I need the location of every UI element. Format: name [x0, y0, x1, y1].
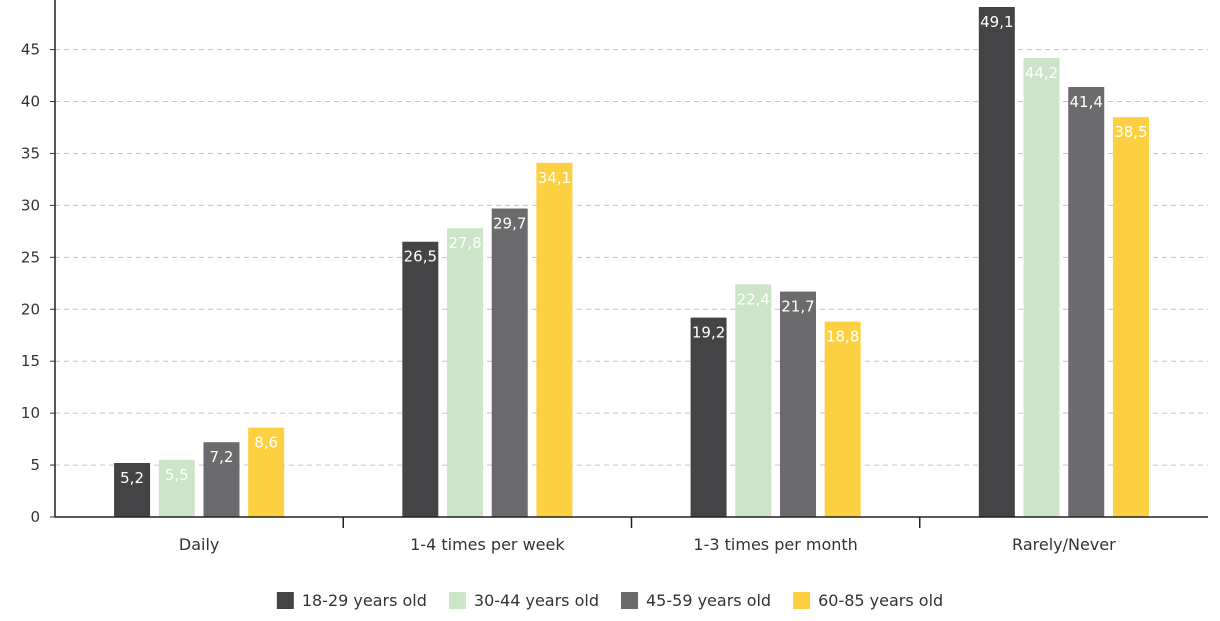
bar — [114, 462, 151, 517]
bar — [491, 208, 528, 517]
category-label: 1-3 times per month — [693, 535, 857, 554]
data-label: 18,8 — [826, 328, 859, 346]
x-axis-categories: Daily 1-4 times per week 1-3 times per mon… — [179, 517, 1116, 554]
bar — [1023, 57, 1060, 518]
bar — [248, 427, 285, 517]
y-tick-label: 5 — [30, 456, 40, 474]
data-label: 38,5 — [1114, 123, 1147, 141]
data-label: 34,1 — [538, 169, 571, 187]
y-tick-label: 10 — [21, 404, 40, 422]
y-tick-label: 35 — [21, 144, 40, 162]
y-tick-label: 30 — [21, 196, 40, 214]
category-label: 1-4 times per week — [410, 535, 565, 554]
bar — [690, 317, 727, 517]
y-tick-label: 45 — [21, 41, 40, 59]
bar — [158, 459, 195, 517]
data-label: 22,4 — [737, 290, 770, 308]
bar — [978, 7, 1015, 517]
data-label: 21,7 — [781, 298, 814, 316]
legend-label: 30-44 years old — [474, 591, 599, 610]
bar — [203, 442, 240, 517]
legend-label: 18-29 years old — [302, 591, 427, 610]
bar — [536, 162, 573, 517]
legend-swatch — [448, 592, 466, 609]
bar — [1068, 86, 1105, 517]
legend-label: 60-85 years old — [818, 591, 943, 610]
y-tick-label: 15 — [21, 352, 40, 370]
data-label: 27,8 — [448, 234, 481, 252]
bar — [824, 321, 861, 517]
data-label: 41,4 — [1070, 93, 1103, 111]
y-tick-label: 0 — [30, 508, 40, 526]
data-label: 19,2 — [692, 324, 725, 342]
category-label: Daily — [179, 535, 219, 554]
y-tick-label: 40 — [21, 93, 40, 111]
legend: 18-29 years old 30-44 years old 45-59 year… — [276, 591, 943, 610]
data-label: 7,2 — [210, 448, 234, 466]
gridlines — [55, 49, 1208, 466]
bar — [447, 228, 484, 517]
data-label: 5,2 — [120, 469, 144, 487]
data-label: 49,1 — [980, 13, 1013, 31]
bar — [735, 284, 772, 517]
bar — [402, 241, 439, 517]
y-tick-label: 20 — [21, 300, 40, 318]
data-labels-group: 5,2 5,5 7,2 8,6 26,5 27,8 29,7 34,1 19,2 22,4 21,7… — [120, 13, 1147, 487]
legend-swatch — [276, 592, 294, 609]
data-label: 8,6 — [254, 434, 278, 452]
bar — [1112, 117, 1149, 517]
legend-label: 45-59 years old — [646, 591, 771, 610]
category-label: Rarely/Never — [1012, 535, 1116, 554]
y-axis-ticks: 0 5 10 15 20 25 30 35 40 45 — [21, 41, 55, 526]
data-label: 29,7 — [493, 215, 526, 233]
legend-swatch — [793, 592, 811, 609]
data-label: 5,5 — [165, 466, 189, 484]
y-tick-label: 25 — [21, 248, 40, 266]
bars-group — [114, 7, 1149, 518]
data-label: 44,2 — [1025, 64, 1058, 82]
legend-swatch — [621, 592, 638, 609]
bar — [779, 291, 816, 517]
data-label: 26,5 — [404, 248, 437, 266]
